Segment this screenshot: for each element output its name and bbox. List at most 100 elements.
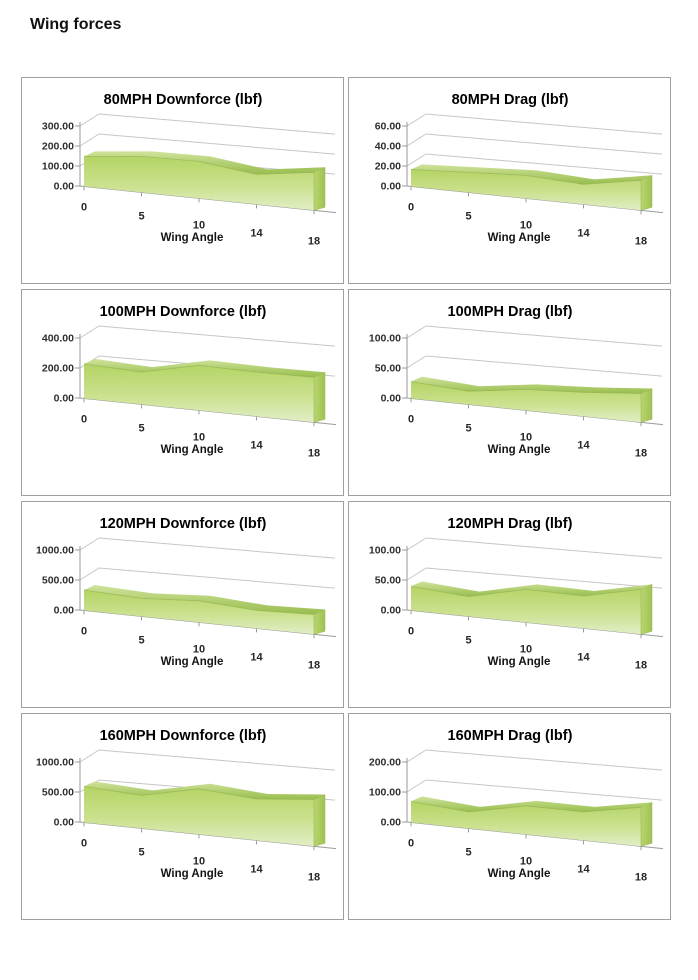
x-tick-label: 14 (577, 227, 590, 239)
area-top-edge (410, 801, 642, 813)
area-side-face (313, 609, 326, 635)
area-front-face (411, 801, 641, 847)
gridline (406, 749, 663, 771)
gridline (79, 537, 336, 559)
chart-title: 100MPH Drag (lbf) (448, 304, 573, 320)
x-tick-label: 5 (138, 210, 144, 222)
gridline (79, 133, 336, 155)
area-front-face (84, 156, 314, 211)
gridline (406, 779, 663, 801)
area-side-face (640, 801, 653, 847)
y-tick-label: 0.00 (54, 817, 75, 829)
area-front-face (411, 169, 641, 211)
x-tick-label: 5 (138, 422, 144, 434)
x-tick-label: 10 (193, 643, 205, 655)
x-tick-label: 14 (577, 651, 590, 663)
y-tick-label: 0.00 (54, 605, 75, 617)
x-axis-title: Wing Angle (488, 232, 551, 244)
y-tick-label: 500.00 (42, 787, 74, 799)
area-front-face (411, 586, 641, 635)
area-top-edge (83, 363, 315, 378)
y-tick-label: 100.00 (369, 787, 401, 799)
area-side-face (313, 794, 326, 847)
chart-canvas: 100MPH Drag (lbf) 100.00 50.00 0.00 0 5 10 14 18… (369, 304, 664, 459)
y-tick-label: 100.00 (42, 161, 74, 173)
area-top-edge (83, 786, 315, 800)
area-top-surface (411, 581, 652, 597)
x-axis-title: Wing Angle (161, 444, 224, 456)
area-front-face (411, 381, 641, 423)
x-tick-label: 10 (193, 219, 205, 231)
y-tick-label: 300.00 (42, 121, 74, 133)
chart-canvas: 120MPH Downforce (lbf) 1000.00 500.00 0.00 0… (36, 516, 337, 671)
y-tick-label: 500.00 (42, 575, 74, 587)
chart-title: 120MPH Drag (lbf) (448, 516, 573, 532)
chart-canvas: 160MPH Drag (lbf) 200.00 100.00 0.00 0 5 10 14 1… (369, 728, 664, 883)
gridline (406, 537, 663, 559)
y-tick-label: 100.00 (369, 333, 401, 345)
chart-canvas: 120MPH Drag (lbf) 100.00 50.00 0.00 0 5 10 14 18… (369, 516, 664, 671)
x-tick-label: 14 (250, 227, 263, 239)
y-tick-label: 20.00 (375, 161, 401, 173)
area-top-edge (410, 586, 642, 598)
x-axis-title: Wing Angle (161, 232, 224, 244)
x-tick-label: 18 (308, 659, 320, 671)
x-tick-label: 10 (520, 431, 532, 443)
x-tick-label: 0 (408, 201, 414, 213)
area-front-face (84, 786, 314, 847)
area-front-face (84, 590, 314, 635)
chart-title: 100MPH Downforce (lbf) (100, 304, 267, 320)
chart-canvas: 160MPH Downforce (lbf) 1000.00 500.00 0.00 0… (36, 728, 337, 883)
chart-panel[interactable]: 120MPH Downforce (lbf) 1000.00 500.00 0.00 0… (21, 501, 344, 708)
x-tick-label: 5 (465, 210, 471, 222)
x-tick-label: 10 (520, 219, 532, 231)
chart-title: 160MPH Downforce (lbf) (100, 728, 267, 744)
y-tick-label: 400.00 (42, 333, 74, 345)
chart-panel[interactable]: 80MPH Drag (lbf) 60.00 40.00 20.00 0.00 0 5 10 1… (348, 77, 671, 284)
category-axis (406, 397, 664, 426)
x-tick-label: 14 (250, 439, 263, 451)
x-tick-label: 5 (465, 422, 471, 434)
y-tick-label: 60.00 (375, 121, 401, 133)
y-tick-label: 1000.00 (36, 545, 74, 557)
y-tick-label: 0.00 (54, 181, 75, 193)
x-tick-label: 18 (635, 871, 647, 883)
chart-panel[interactable]: 100MPH Drag (lbf) 100.00 50.00 0.00 0 5 10 14 18… (348, 289, 671, 496)
y-tick-label: 40.00 (375, 141, 401, 153)
x-tick-label: 10 (193, 431, 205, 443)
x-tick-label: 5 (138, 634, 144, 646)
x-tick-label: 10 (520, 855, 532, 867)
chart-panel[interactable]: 120MPH Drag (lbf) 100.00 50.00 0.00 0 5 10 14 18… (348, 501, 671, 708)
area-top-surface (411, 164, 652, 185)
area-side-face (640, 583, 653, 635)
area-top-surface (411, 796, 652, 812)
category-axis (79, 397, 337, 426)
area-side-face (313, 166, 326, 211)
area-top-surface (411, 376, 652, 394)
x-axis-title: Wing Angle (488, 656, 551, 668)
category-axis (79, 609, 337, 638)
category-axis (406, 821, 664, 850)
gridline (406, 325, 663, 347)
x-tick-label: 5 (465, 846, 471, 858)
gridline (406, 355, 663, 377)
chart-title: 160MPH Drag (lbf) (448, 728, 573, 744)
category-axis (406, 185, 664, 214)
area-side-face (640, 388, 653, 423)
area-front-face (84, 363, 314, 423)
gridline (79, 325, 336, 347)
chart-panel[interactable]: 80MPH Downforce (lbf) 300.00 200.00 100.00 0… (21, 77, 344, 284)
x-tick-label: 18 (635, 659, 647, 671)
chart-panel[interactable]: 160MPH Drag (lbf) 200.00 100.00 0.00 0 5 10 14 1… (348, 713, 671, 920)
x-tick-label: 10 (520, 643, 532, 655)
x-tick-label: 14 (577, 439, 590, 451)
chart-panel[interactable]: 100MPH Downforce (lbf) 400.00 200.00 0.00 0 5… (21, 289, 344, 496)
y-tick-label: 200.00 (369, 757, 401, 769)
chart-panel[interactable]: 160MPH Downforce (lbf) 1000.00 500.00 0.00 0… (21, 713, 344, 920)
x-axis-title: Wing Angle (488, 868, 551, 880)
chart-canvas: 80MPH Downforce (lbf)300.00200.00100.000… (42, 92, 337, 247)
x-tick-label: 5 (465, 634, 471, 646)
gridline (79, 567, 336, 589)
chart-canvas: 100MPH Downforce (lbf) 400.00 200.00 0.00 0 5… (42, 304, 337, 459)
x-axis-title: Wing Angle (488, 444, 551, 456)
